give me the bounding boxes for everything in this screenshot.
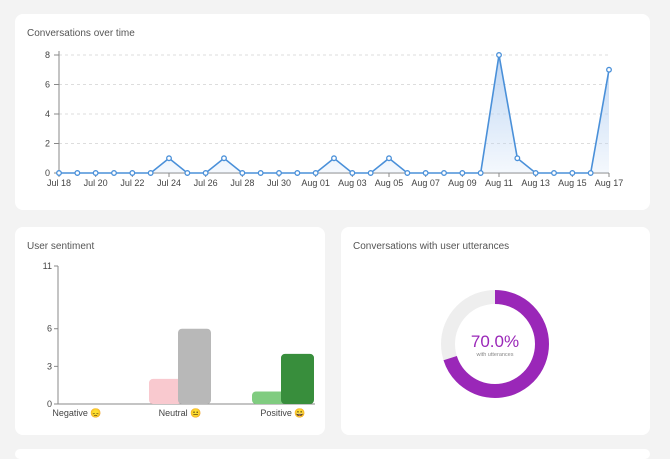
x-tick-label: Jul 18: [47, 178, 71, 188]
data-point: [514, 155, 521, 162]
sentiment-bar: [149, 378, 182, 404]
data-point: [111, 170, 117, 176]
x-tick-label: Aug 07: [411, 178, 440, 188]
x-tick-label: Aug 05: [375, 178, 404, 188]
data-point: [56, 170, 62, 176]
conversations-over-time-card: Conversations over time 0 2 4 6 8 Jul 18 Jul 2…: [15, 14, 650, 210]
x-tick-label: Aug 11: [485, 178, 513, 188]
y-tick-label: 6: [45, 80, 50, 90]
data-point: [312, 170, 319, 176]
y-tick-label: 0: [45, 168, 50, 178]
y-tick-label: 3: [47, 361, 52, 371]
data-point: [74, 170, 81, 176]
x-tick-label: Aug 09: [448, 178, 477, 188]
x-category-label: Neutral 😐: [159, 408, 202, 418]
x-tick-label: Aug 13: [521, 178, 550, 188]
y-tick-label: 4: [45, 109, 50, 119]
x-tick-label: Jul 20: [84, 178, 108, 188]
data-point: [569, 170, 576, 176]
x-tick-label: Jul 26: [194, 178, 218, 188]
next-card-edge: [15, 449, 650, 459]
y-tick-label: 11: [43, 261, 52, 271]
data-point: [257, 170, 264, 176]
data-point: [239, 170, 246, 176]
y-tick-label: 0: [47, 399, 52, 409]
data-point: [459, 170, 466, 176]
data-point: [202, 170, 209, 176]
data-point: [367, 170, 374, 176]
x-category-label: Negative 😞: [52, 408, 101, 418]
sentiment-bar-chart: 0 3 6 11 Negative 😞 Neutral 😐 Positive 😀: [43, 261, 315, 418]
data-point: [129, 170, 136, 176]
sentiment-bar: [252, 391, 285, 404]
data-point: [441, 170, 447, 176]
x-tick-label: Aug 01: [301, 178, 330, 188]
x-category-label: Positive 😀: [260, 408, 305, 418]
user-sentiment-card: User sentiment 0 3 6 11 Negative 😞 Neutral 😐 P…: [15, 227, 325, 435]
sentiment-bar: [281, 353, 314, 404]
data-point: [551, 170, 557, 176]
x-tick-label: Jul 28: [230, 178, 254, 188]
data-point: [404, 170, 411, 176]
data-point: [276, 170, 282, 176]
x-tick-label: Jul 22: [120, 178, 144, 188]
donut-value-arc: [441, 290, 549, 398]
data-point: [422, 170, 429, 176]
utterances-card: Conversations with user utterances 70.0%…: [341, 227, 650, 435]
utterances-donut-chart: 70.0%with utterances: [441, 290, 549, 398]
data-point: [349, 170, 356, 176]
donut-sublabel: with utterances: [476, 352, 514, 358]
x-tick-label: Jul 24: [157, 178, 181, 188]
data-point: [166, 155, 172, 162]
donut-percentage: 70.0%: [471, 332, 519, 351]
y-tick-label: 2: [45, 139, 50, 149]
data-point: [331, 155, 337, 162]
data-point: [532, 170, 539, 176]
data-point: [221, 155, 227, 162]
utterances-title: Conversations with user utterances: [353, 241, 510, 252]
data-point: [184, 170, 191, 176]
sentiment-bar: [178, 328, 211, 404]
x-tick-label: Aug 03: [338, 178, 367, 188]
conversations-over-time-title: Conversations over time: [27, 28, 135, 39]
y-tick-label: 8: [45, 50, 50, 60]
x-tick-label: Jul 30: [267, 178, 291, 188]
x-tick-label: Aug 17: [595, 178, 624, 188]
data-point: [386, 155, 392, 162]
conversations-line-chart: 0 2 4 6 8 Jul 18 Jul 20 Jul 22 Jul 24 Jul 26 Jul 2…: [45, 50, 624, 188]
data-point: [294, 170, 301, 176]
user-sentiment-title: User sentiment: [27, 241, 95, 252]
data-point: [606, 66, 612, 73]
data-point: [477, 170, 484, 176]
data-point: [147, 170, 154, 176]
y-tick-label: 6: [47, 324, 52, 334]
data-point: [92, 170, 99, 176]
x-tick-label: Aug 15: [558, 178, 587, 188]
data-point: [496, 52, 502, 58]
conversations-area: [59, 55, 609, 173]
data-point: [587, 170, 594, 176]
